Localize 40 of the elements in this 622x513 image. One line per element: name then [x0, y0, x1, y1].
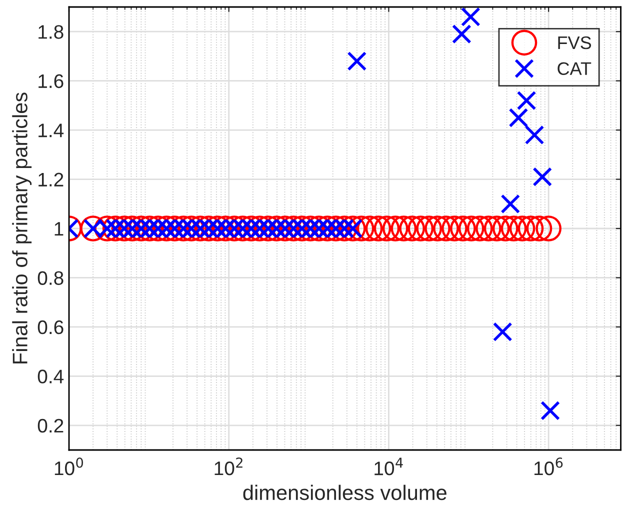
point	[365, 216, 392, 242]
y-tick-label: 1	[54, 222, 64, 236]
x-tick-label: 10$^{2}$	[214, 458, 242, 476]
y-tick-label: 0.6	[38, 320, 64, 334]
point	[536, 216, 562, 242]
x-tick-label: 10$^{6}$	[534, 458, 563, 476]
y-tick-label: 0.4	[38, 370, 64, 384]
y-tick-label: 0.2	[38, 418, 64, 433]
y-tick-label: 1.2	[38, 172, 64, 186]
legend-label: CAT	[558, 62, 592, 76]
point	[433, 216, 459, 242]
point	[466, 216, 493, 242]
x-axis-title: dimensionless volume	[243, 484, 446, 500]
y-tick-label: 0.8	[38, 271, 64, 285]
point	[390, 216, 417, 242]
point	[476, 216, 502, 242]
point	[458, 216, 484, 242]
point	[356, 216, 383, 242]
point	[416, 216, 442, 242]
x-tick-label: 10$^{0}$	[54, 458, 84, 476]
y-tick-label: 1.6	[38, 74, 64, 88]
x-tick-label: 10$^{4}$	[374, 458, 403, 476]
point	[450, 216, 476, 242]
point	[509, 216, 536, 242]
point	[408, 216, 434, 242]
y-axis-title: Final ratio of primary particles	[12, 92, 32, 364]
point	[399, 216, 425, 242]
y-tick-label: 1.8	[38, 25, 64, 39]
y-tick-label: 1.4	[38, 124, 64, 138]
point	[526, 216, 552, 242]
point	[424, 216, 450, 242]
point	[348, 216, 374, 242]
legend-label: FVS	[558, 36, 592, 50]
point	[500, 216, 527, 242]
point	[442, 216, 468, 242]
point	[492, 216, 518, 242]
point	[518, 216, 544, 242]
point	[382, 216, 408, 242]
point	[484, 216, 510, 242]
point	[374, 216, 400, 242]
